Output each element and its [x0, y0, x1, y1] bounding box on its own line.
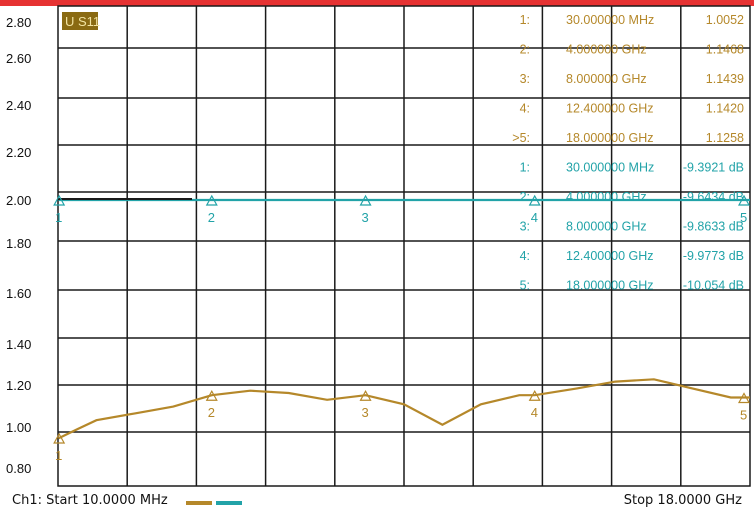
trace2-marker-label-2: 2: [208, 210, 215, 225]
footer-stop-frequency: Stop 18.0000 GHz: [623, 493, 742, 508]
trace1-marker-2: [205, 389, 218, 401]
marker-table-index: 2:: [520, 190, 530, 204]
trace1-marker-label-5: 5: [740, 407, 747, 422]
trace1-marker-1: [53, 432, 66, 444]
y-tick-labels: 2.80 2.60 2.40 2.20 2.00 1.80 1.60 1.40 1.20 1.00…: [6, 15, 31, 476]
marker-table-value: -9.6434 dB: [683, 190, 744, 204]
marker-table-value: 1.1420: [706, 102, 744, 116]
trace-label: U S11: [65, 14, 100, 29]
marker-table-frequency: 18.000000 GHz: [566, 279, 654, 293]
y-tick-label: 2.40: [6, 98, 31, 113]
trace2-marker-label-3: 3: [362, 210, 369, 225]
trace1-swatch: [186, 501, 212, 505]
marker-table-value: 1.1439: [706, 72, 744, 86]
trace2-marker-5: [737, 194, 751, 206]
trace2-marker-label-4: 4: [531, 210, 538, 225]
trace1-marker-3: [359, 389, 372, 401]
marker-table-frequency: 30.000000 MHz: [566, 13, 654, 27]
y-tick-label: 2.60: [6, 51, 31, 66]
trace2-marker-2: [205, 194, 218, 206]
top-strip: [0, 0, 754, 6]
trace1-line: [57, 378, 750, 440]
trace1-marker-4: [528, 389, 541, 401]
trace2-marker-3: [359, 194, 372, 206]
trace2-marker-4: [528, 194, 541, 206]
trace2-marker-label-5: 5: [740, 210, 747, 225]
marker-table-index: 3:: [520, 220, 530, 234]
marker-table-frequency: 8.000000 GHz: [566, 72, 647, 86]
marker-table-frequency: 12.400000 GHz: [566, 249, 654, 263]
marker-table-index: 4:: [520, 102, 530, 116]
trace1-marker-label-2: 2: [208, 405, 215, 420]
y-tick-label: 0.80: [6, 461, 31, 476]
marker-table: 1: 30.000000 MHz 1.0052 2: 4.000000 GHz 1.146…: [512, 13, 744, 293]
trace1-marker-label-1: 1: [55, 448, 62, 463]
marker-table-index: 1:: [520, 161, 530, 175]
footer-start-frequency: Ch1: Start 10.0000 MHz: [12, 493, 168, 508]
trace2-marker-label-1: 1: [55, 210, 62, 225]
marker-table-frequency: 18.000000 GHz: [566, 131, 654, 145]
marker-table-index: >5:: [512, 131, 530, 145]
y-tick-label: 1.00: [6, 420, 31, 435]
marker-table-frequency: 30.000000 MHz: [566, 161, 654, 175]
trace-legend-swatches: [186, 501, 246, 505]
trace2-marker-1: [53, 194, 66, 206]
trace-label-box: U S11: [62, 12, 100, 30]
marker-table-frequency: 12.400000 GHz: [566, 102, 654, 116]
trace1-marker-label-4: 4: [531, 405, 538, 420]
y-tick-label: 2.00: [6, 193, 31, 208]
trace1-marker-label-3: 3: [362, 405, 369, 420]
marker-table-value: -9.9773 dB: [683, 249, 744, 263]
y-tick-label: 1.80: [6, 236, 31, 251]
trace1-marker-5: [737, 392, 751, 404]
marker-table-value: 1.0052: [706, 13, 744, 27]
marker-table-value: -9.8633 dB: [683, 220, 744, 234]
chart-markers: 1 1 2 2 3 3 4 4 5 5: [53, 194, 751, 463]
marker-table-frequency: 8.000000 GHz: [566, 220, 647, 234]
y-tick-label: 1.20: [6, 378, 31, 393]
marker-table-frequency: 4.000000 GHz: [566, 190, 647, 204]
marker-table-index: 2:: [520, 43, 530, 57]
chart-traces: [57, 198, 750, 440]
chart-grid: [57, 5, 751, 487]
status-footer: Ch1: Start 10.0000 MHz Stop 18.0000 GHz: [0, 489, 754, 513]
marker-table-value: -10.054 dB: [683, 279, 744, 293]
marker-table-index: 4:: [520, 249, 530, 263]
marker-table-value: 1.1468: [706, 43, 744, 57]
marker-table-value: -9.3921 dB: [683, 161, 744, 175]
marker-table-index: 1:: [520, 13, 530, 27]
y-tick-label: 2.20: [6, 145, 31, 160]
y-tick-label: 1.40: [6, 337, 31, 352]
marker-table-index: 5:: [520, 279, 530, 293]
y-tick-label: 2.80: [6, 15, 31, 30]
trace-label-background: [62, 12, 98, 30]
marker-table-value: 1.1258: [706, 131, 744, 145]
marker-table-index: 3:: [520, 72, 530, 86]
y-tick-label: 1.60: [6, 286, 31, 301]
trace2-swatch: [216, 501, 242, 505]
marker-table-frequency: 4.000000 GHz: [566, 43, 647, 57]
